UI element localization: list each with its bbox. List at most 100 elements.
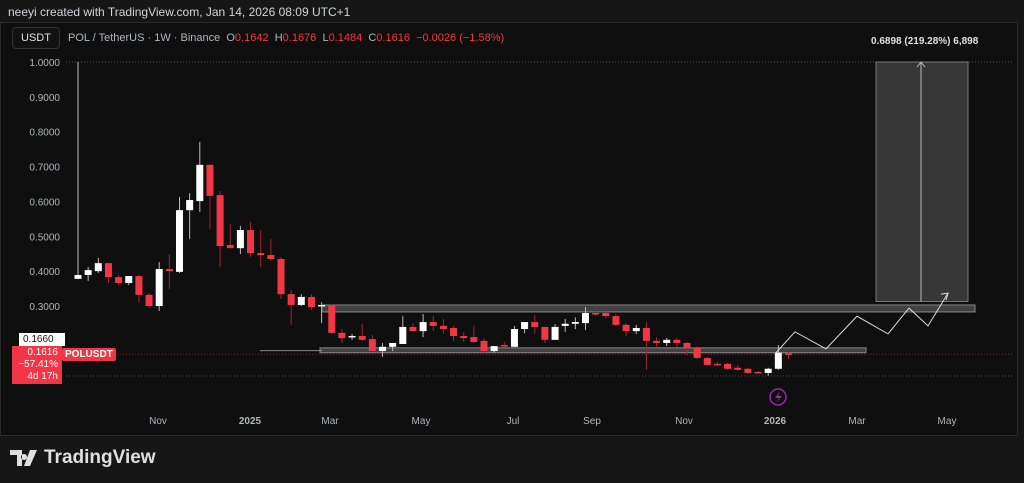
close-label: C — [368, 32, 377, 44]
candle-body — [439, 325, 447, 330]
candle-body — [236, 230, 244, 249]
x-tick-label: 2025 — [239, 416, 262, 427]
candle-body — [206, 164, 214, 196]
candle-body — [480, 340, 488, 351]
y-tick-label: 0.9000 — [29, 93, 60, 104]
candle-body — [389, 342, 397, 347]
logo-text: TradingView — [44, 447, 156, 468]
support-zone — [319, 347, 867, 354]
crosshair-price-label: 0.1660 — [19, 333, 65, 346]
candle-body — [642, 327, 650, 341]
candle-body — [247, 230, 255, 254]
candle-body — [287, 294, 295, 305]
x-tick-label: Nov — [149, 416, 167, 427]
candle-body — [531, 322, 539, 327]
candle-body — [226, 245, 234, 249]
chart-frame — [0, 22, 1018, 436]
x-tick-label: Nov — [675, 416, 693, 427]
candle-body — [348, 335, 356, 338]
candle-body — [561, 323, 569, 326]
candle-body — [724, 363, 732, 369]
candle-body — [774, 352, 782, 369]
y-tick-label: 0.3000 — [29, 302, 60, 313]
y-tick-label: 0.6000 — [29, 197, 60, 208]
candle-body — [571, 322, 579, 324]
candle-body — [703, 357, 711, 365]
candle-body — [419, 322, 427, 332]
event-icon — [769, 388, 787, 406]
candle-body — [460, 335, 468, 339]
resistance-zone — [321, 304, 976, 313]
candle-body — [145, 294, 153, 307]
candle-body — [368, 339, 376, 351]
candle-body — [510, 329, 518, 347]
candle-body — [165, 269, 173, 272]
close-value: 0.1616 — [376, 32, 410, 44]
candle-body — [764, 368, 772, 373]
open-value: 0.1642 — [234, 32, 269, 44]
candle-body — [632, 327, 640, 332]
candle-body — [683, 342, 691, 348]
open-label: O — [226, 32, 235, 44]
tradingview-logo[interactable]: TradingView — [10, 447, 156, 469]
candle-body — [551, 326, 559, 340]
candle-body — [257, 253, 265, 256]
candle-body — [307, 296, 315, 308]
x-tick-label: May — [938, 416, 957, 427]
candle-body — [277, 258, 285, 295]
candle-body — [653, 340, 661, 343]
candle-body — [176, 210, 183, 272]
x-tick-label: Mar — [321, 416, 339, 427]
high-value: 0.1676 — [282, 32, 317, 44]
candle-body — [785, 353, 792, 355]
y-tick-label: 1.0000 — [29, 58, 60, 69]
candle-body — [358, 335, 366, 340]
candle-body — [470, 337, 478, 342]
y-tick-label: 0.8000 — [29, 128, 60, 139]
ohlc-legend: POL / TetherUS · 1W · Binance O0.1642 H0… — [68, 32, 504, 44]
y-tick-label: 0.5000 — [29, 232, 60, 243]
candle-body — [409, 326, 417, 332]
low-value: 0.1484 — [328, 32, 363, 44]
candle-body — [84, 270, 92, 275]
x-tick-label: Sep — [583, 416, 601, 427]
candle-body — [104, 263, 112, 278]
candle-body — [186, 200, 194, 211]
candle-body — [328, 304, 336, 333]
candle-body — [450, 327, 458, 336]
y-tick-label: 0.7000 — [29, 163, 60, 174]
bar-countdown: 4d 17h — [27, 371, 58, 382]
price-range-measure — [875, 61, 969, 302]
last-change: −57.41% — [18, 359, 58, 370]
x-tick-label: Jul — [507, 416, 520, 427]
candle-body — [267, 255, 275, 259]
change-value: −0.0026 (−1.58%) — [416, 32, 505, 44]
candle-body — [338, 332, 346, 339]
candle-body — [379, 346, 386, 351]
symbol-title: POL / TetherUS · 1W · Binance — [68, 32, 221, 44]
candle-body — [125, 276, 133, 284]
high-label: H — [274, 32, 283, 44]
candle-body — [713, 363, 721, 366]
candle-body — [399, 326, 407, 345]
candle-body — [541, 326, 549, 340]
candle-body — [602, 312, 610, 317]
last-price: 0.1616 — [27, 347, 58, 358]
candle-body — [754, 371, 762, 374]
measure-label: 0.6898 (219.28%) 6,898 — [871, 36, 979, 47]
x-tick-label: May — [412, 416, 431, 427]
candle-body — [734, 367, 742, 370]
candle-body — [693, 347, 701, 358]
candle-body — [490, 346, 498, 351]
candle-body — [592, 312, 600, 315]
projection-arrow-head — [940, 292, 949, 301]
symbol-tag: POLUSDT — [62, 348, 116, 361]
candle-body — [196, 164, 204, 202]
x-tick-label: Mar — [848, 416, 866, 427]
candle-body — [94, 263, 102, 272]
lightning-icon — [775, 391, 782, 403]
currency-button[interactable]: USDT — [12, 27, 60, 49]
candle-body — [663, 339, 671, 343]
candle-body — [582, 312, 589, 324]
